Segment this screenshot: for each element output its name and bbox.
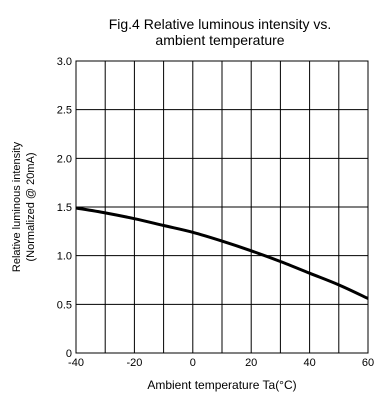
x-tick-labels: -40 -20 0 20 40 60 bbox=[68, 357, 374, 369]
grid bbox=[75, 60, 369, 354]
y-tick-labels: 0 0.5 1.0 1.5 2.0 2.5 3.0 bbox=[57, 56, 72, 360]
y-tick-label: 0.5 bbox=[57, 299, 72, 311]
x-tick-label: 60 bbox=[362, 357, 374, 369]
x-tick-label: 20 bbox=[245, 357, 257, 369]
series-layer bbox=[75, 206, 369, 300]
y-axis-label-line-2: (Normalized @ 20mA) bbox=[25, 153, 37, 262]
y-tick-label: 2.0 bbox=[57, 153, 72, 165]
y-axis-label-line-1: Relative luminous intensity bbox=[11, 141, 23, 272]
plot-frame bbox=[75, 60, 369, 354]
x-tick-label: -40 bbox=[68, 357, 84, 369]
x-tick-label: 0 bbox=[190, 357, 196, 369]
y-tick-label: 1.0 bbox=[57, 251, 72, 263]
y-tick-label: 0 bbox=[66, 348, 72, 360]
chart-title-line-1: Fig.4 Relative luminous intensity vs. bbox=[108, 16, 332, 32]
x-tick-label: 40 bbox=[303, 357, 315, 369]
y-tick-label: 3.0 bbox=[57, 56, 72, 68]
series-line bbox=[75, 206, 369, 300]
x-tick-label: -20 bbox=[126, 357, 142, 369]
y-tick-label: 2.5 bbox=[57, 105, 72, 117]
y-tick-label: 1.5 bbox=[57, 202, 72, 214]
chart-title-line-2: ambient temperature bbox=[155, 32, 285, 48]
x-axis-label: Ambient temperature Ta(°C) bbox=[147, 378, 296, 392]
